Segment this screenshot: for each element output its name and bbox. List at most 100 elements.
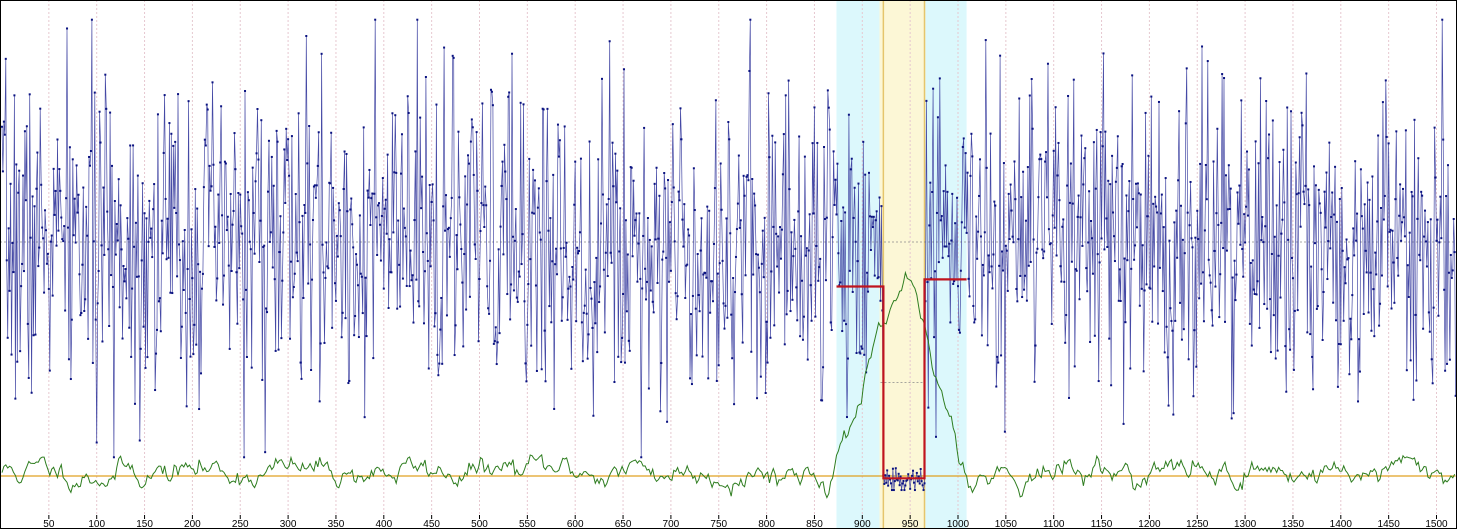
signal-point [720, 208, 723, 211]
signal-point [1230, 417, 1233, 420]
signal-point [1390, 307, 1393, 310]
signal-point [20, 285, 23, 288]
signal-point [187, 100, 190, 103]
signal-point [1246, 214, 1249, 217]
signal-point [102, 186, 105, 189]
signal-point [624, 219, 627, 222]
signal-point [1115, 166, 1118, 169]
signal-point [742, 174, 745, 177]
signal-point [828, 128, 831, 131]
signal-point [807, 249, 810, 252]
signal-point [1155, 205, 1158, 208]
signal-point [1061, 225, 1064, 228]
signal-point [1253, 292, 1256, 295]
signal-point [1349, 317, 1352, 320]
signal-point [95, 441, 98, 444]
signal-point [562, 246, 565, 249]
signal-point [859, 352, 862, 355]
signal-point [726, 316, 729, 319]
signal-point [1022, 170, 1025, 173]
signal-point [1047, 228, 1050, 231]
signal-point [38, 246, 41, 249]
signal-point [270, 155, 273, 158]
signal-point [122, 264, 125, 267]
signal-point [645, 298, 648, 301]
signal-point [77, 193, 80, 196]
signal-point [769, 336, 772, 339]
signal-point [1300, 111, 1303, 114]
signal-point [620, 361, 623, 364]
signal-point [1249, 261, 1252, 264]
signal-point [992, 253, 995, 256]
signal-point [175, 211, 178, 214]
signal-point [200, 372, 203, 375]
x-tick-label: 1350 [1282, 519, 1305, 529]
signal-point [689, 377, 692, 380]
signal-point [1450, 276, 1453, 279]
signal-point [372, 357, 375, 360]
signal-point [965, 231, 968, 234]
signal-point [1165, 325, 1168, 328]
signal-point [320, 52, 323, 55]
signal-point [1038, 158, 1041, 161]
signal-point [700, 217, 703, 220]
signal-point [32, 334, 35, 337]
signal-point [1064, 341, 1067, 344]
signal-point [1043, 250, 1046, 253]
signal-point [378, 202, 381, 205]
signal-point [343, 150, 346, 153]
signal-point [291, 296, 294, 299]
signal-point [1440, 237, 1443, 240]
signal-point [1375, 273, 1378, 276]
signal-point [461, 281, 464, 284]
signal-point [1265, 100, 1268, 103]
signal-point [1101, 145, 1104, 148]
signal-point [660, 362, 663, 365]
signal-point [374, 18, 377, 21]
signal-point [317, 131, 320, 134]
signal-point [749, 18, 752, 21]
signal-point [1015, 287, 1018, 290]
signal-point [1367, 311, 1370, 314]
signal-point [1386, 285, 1389, 288]
signal-point [618, 250, 621, 253]
signal-point [275, 129, 278, 132]
signal-point [8, 289, 11, 292]
signal-point [1036, 247, 1039, 250]
x-tick-label: 1150 [1091, 519, 1113, 529]
signal-point [1010, 209, 1013, 212]
signal-point [286, 159, 289, 162]
signal-point [1211, 324, 1214, 327]
signal-point [1364, 249, 1367, 252]
signal-point [880, 205, 883, 208]
signal-point [1290, 256, 1293, 259]
signal-point [654, 238, 657, 241]
signal-point [121, 337, 124, 340]
signal-point [1257, 162, 1260, 165]
signal-point [52, 167, 55, 170]
signal-point [1231, 276, 1234, 279]
signal-point [116, 239, 119, 242]
signal-point [9, 182, 12, 185]
signal-point [1299, 225, 1302, 228]
signal-point [139, 347, 142, 350]
signal-point [456, 268, 459, 271]
signal-point [546, 107, 549, 110]
signal-point [422, 251, 425, 254]
signal-point [1091, 272, 1094, 275]
signal-point [15, 163, 18, 166]
signal-point [664, 187, 667, 190]
signal-point [675, 318, 678, 321]
signal-point [415, 278, 418, 281]
signal-point [264, 451, 267, 454]
signal-point [1391, 229, 1394, 232]
signal-point [289, 260, 292, 263]
signal-point [678, 199, 681, 202]
signal-point [1224, 174, 1227, 177]
signal-point [845, 323, 848, 326]
x-tick-label: 50 [43, 519, 55, 529]
signal-point [509, 318, 512, 321]
x-tick-label: 750 [710, 519, 727, 529]
signal-point [1436, 218, 1439, 221]
signal-point [1090, 220, 1093, 223]
